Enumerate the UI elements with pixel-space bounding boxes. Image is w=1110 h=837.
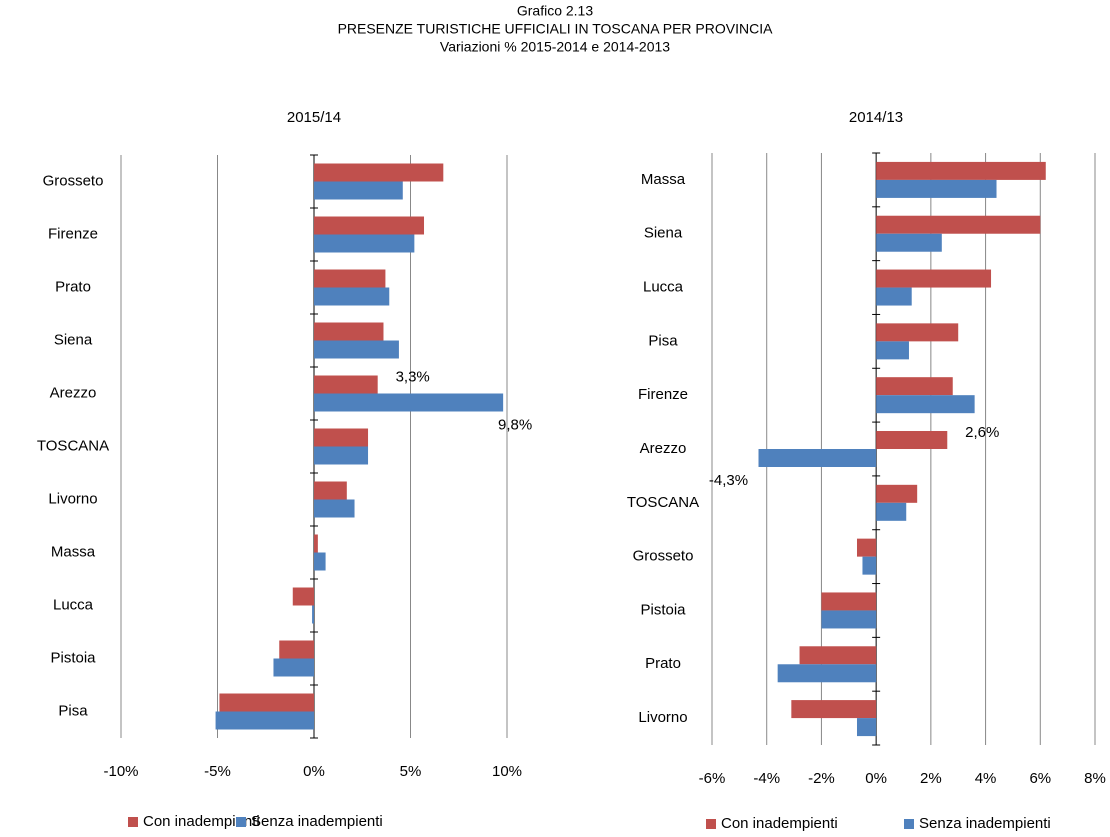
category-label: Livorno	[638, 709, 687, 726]
legend-swatch	[236, 817, 246, 827]
category-label: TOSCANA	[627, 494, 699, 511]
category-label: Lucca	[643, 279, 684, 296]
bar	[876, 341, 909, 360]
x-tick-label: 5%	[400, 763, 422, 780]
bar	[876, 233, 942, 252]
bar	[799, 646, 877, 665]
bar	[314, 534, 318, 553]
category-label: Massa	[51, 543, 96, 560]
category-label: Firenze	[48, 225, 98, 242]
category-label: Lucca	[53, 596, 94, 613]
bar	[292, 587, 314, 606]
bar	[314, 322, 384, 341]
bar	[314, 552, 326, 571]
bar	[777, 664, 877, 683]
bar	[314, 287, 390, 306]
category-label: Arezzo	[640, 440, 687, 457]
bar	[314, 269, 386, 288]
data-label: 9,8%	[498, 416, 532, 433]
bar	[876, 161, 1046, 180]
bar	[876, 179, 997, 198]
x-tick-label: 8%	[1084, 770, 1106, 787]
bar	[314, 216, 425, 235]
x-tick-label: 10%	[492, 763, 522, 780]
category-label: Grosseto	[43, 172, 104, 189]
category-label: Livorno	[48, 490, 97, 507]
bar	[314, 163, 444, 182]
category-label: Pistoia	[50, 649, 96, 666]
bar	[314, 393, 504, 412]
legend-label: Con inadempienti	[721, 815, 838, 832]
bar	[876, 431, 948, 449]
category-label: Pisa	[58, 702, 88, 719]
x-tick-label: -10%	[103, 763, 138, 780]
x-tick-label: -4%	[753, 770, 780, 787]
header-line: Variazioni % 2015-2014 e 2014-2013	[440, 39, 670, 55]
subplot-title: 2014/13	[849, 109, 903, 126]
x-tick-label: 0%	[865, 770, 887, 787]
category-label: Grosseto	[633, 548, 694, 565]
bar	[314, 499, 355, 518]
bar	[273, 658, 314, 677]
legend-swatch	[128, 817, 138, 827]
bar	[314, 446, 369, 465]
bar	[876, 395, 975, 414]
x-tick-label: 4%	[975, 770, 997, 787]
bar	[856, 538, 877, 557]
category-label: TOSCANA	[37, 437, 109, 454]
x-tick-label: -2%	[808, 770, 835, 787]
subplot-title: 2015/14	[287, 109, 341, 126]
bar	[314, 181, 403, 200]
data-label: 3,3%	[396, 368, 430, 385]
bar	[876, 287, 912, 306]
bar	[876, 323, 959, 342]
bar	[876, 269, 992, 288]
bar	[314, 340, 399, 359]
bar	[876, 484, 918, 503]
bar	[862, 556, 877, 575]
bar	[791, 700, 877, 719]
category-label: Massa	[641, 171, 686, 188]
category-label: Firenze	[638, 386, 688, 403]
bar	[876, 377, 953, 396]
category-label: Arezzo	[50, 384, 97, 401]
data-label: -4,3%	[709, 472, 748, 489]
x-tick-label: -5%	[204, 763, 231, 780]
data-label: 2,6%	[965, 424, 999, 441]
bar	[314, 375, 378, 394]
bar	[314, 428, 369, 447]
x-tick-label: -6%	[699, 770, 726, 787]
category-label: Prato	[645, 655, 681, 672]
category-label: Pistoia	[640, 601, 686, 618]
bar	[312, 605, 314, 624]
header-line: PRESENZE TURISTICHE UFFICIALI IN TOSCANA…	[338, 21, 774, 37]
category-label: Siena	[54, 331, 93, 348]
bar	[856, 718, 877, 737]
bar	[876, 215, 1041, 234]
legend-label: Senza inadempienti	[919, 815, 1051, 832]
bar	[876, 502, 907, 521]
x-tick-label: 0%	[303, 763, 325, 780]
legend-label: Senza inadempienti	[251, 813, 383, 830]
legend-swatch	[706, 819, 716, 829]
x-tick-label: 2%	[920, 770, 942, 787]
legend-label: Con inadempienti	[143, 813, 260, 830]
bar	[314, 481, 347, 500]
bar	[821, 610, 877, 629]
header-line: Grafico 2.13	[517, 3, 593, 19]
category-label: Pisa	[648, 332, 678, 349]
bar	[219, 693, 314, 712]
bar	[821, 592, 877, 611]
x-tick-label: 6%	[1029, 770, 1051, 787]
bar	[279, 640, 314, 659]
legend-swatch	[904, 819, 914, 829]
category-label: Siena	[644, 225, 683, 242]
bar	[314, 234, 415, 253]
category-label: Prato	[55, 278, 91, 295]
bar	[758, 449, 877, 467]
bar	[215, 711, 314, 730]
